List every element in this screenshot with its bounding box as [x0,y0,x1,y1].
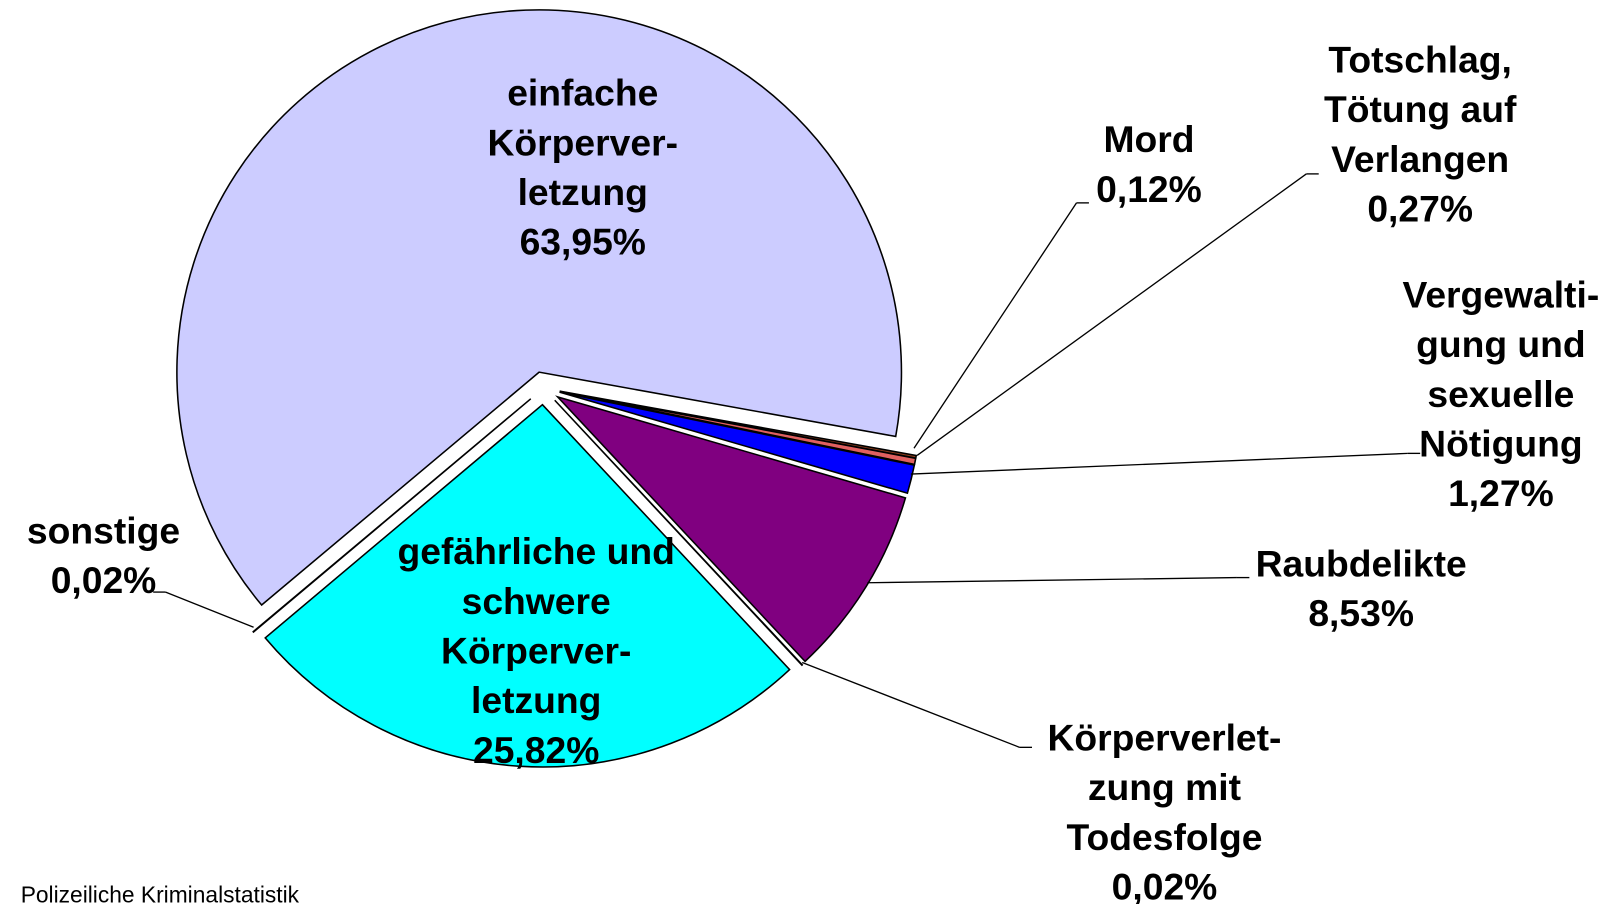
slice-value-label: 1,27% [1448,472,1554,514]
slice-label: gung und [1416,323,1586,365]
slice-label: Verlangen [1331,138,1509,180]
slice-value-label: 0,27% [1367,188,1473,230]
source-note: Polizeiliche Kriminalstatistik [21,882,300,904]
pie-slice [176,9,903,607]
pie-slice [554,399,804,667]
slice-label: einfache [507,72,658,114]
chart-body: Polizeiliche Kriminalstatistik einfache K… [21,9,1600,904]
slice-label: Totschlag, [1328,38,1512,80]
slice-label: sonstige [27,509,180,551]
leader-line [913,202,1078,449]
slice-label: schwere [462,580,611,622]
slice-label: Nötigung [1419,422,1582,464]
pie-slice [559,390,917,466]
pie-slice [555,395,907,663]
slice-label: Körperverlet- [1048,716,1282,758]
slice-label: Vergewalti- [1403,273,1600,315]
leader-line [801,661,1020,748]
slice-label: Todesfolge [1067,816,1263,858]
slice-label: sexuelle [1427,373,1574,415]
slice-label: gefährliche und [398,530,675,572]
slice-value-label: 0,12% [1096,168,1202,210]
slice-label: letzung [518,171,648,213]
slice-label: Tötung auf [1324,88,1517,130]
leader-line [916,173,1307,456]
slice-value-label: 0,02% [1112,866,1218,904]
leader-line [910,452,1408,475]
slice-value-label: 63,95% [520,221,646,263]
slice-label: Mord [1103,118,1194,160]
pie-slice [252,398,532,634]
slice-label: Raubdelikte [1256,543,1467,585]
slice-label: letzung [471,679,601,721]
pie-slice [264,403,791,768]
slice-value-label: 8,53% [1308,592,1414,634]
slice-label: Körperver- [441,629,631,671]
slice-label: zung mit [1088,766,1241,808]
leader-line [867,576,1237,584]
slice-value-label: 25,82% [473,729,599,771]
leader-line [165,591,254,628]
slice-value-label: 0,02% [51,559,157,601]
pie-slice [559,391,916,495]
slice-label: Körperver- [488,121,678,163]
